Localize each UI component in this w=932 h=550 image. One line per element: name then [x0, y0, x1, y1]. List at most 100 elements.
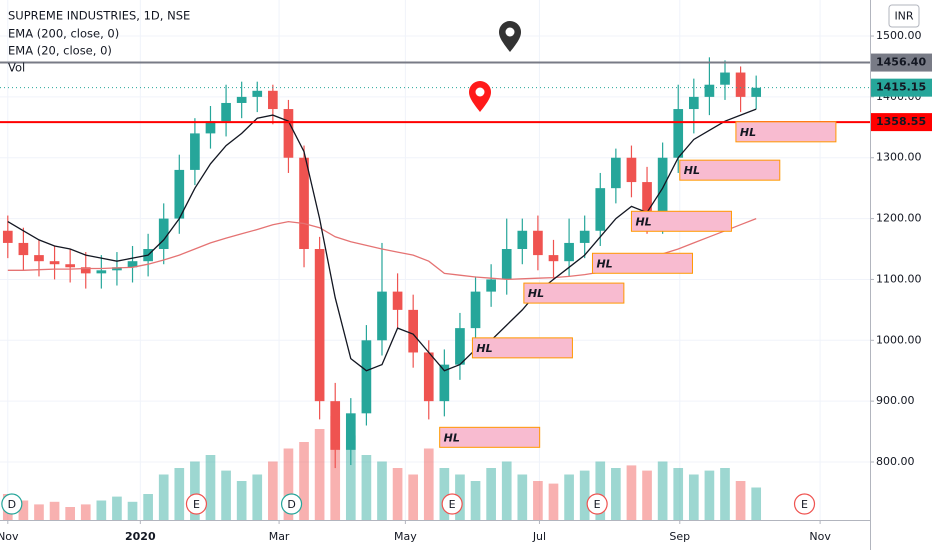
event-marker	[586, 493, 608, 515]
volume-bar	[595, 461, 606, 520]
candle-body	[611, 157, 621, 189]
legend-entry: Vol	[8, 61, 25, 75]
volume-bar	[345, 435, 356, 520]
event-marker	[185, 493, 208, 515]
candle-body	[236, 96, 247, 103]
currency-box[interactable]	[888, 4, 920, 28]
level-label-box	[871, 78, 932, 97]
candle-body	[49, 261, 60, 265]
volume-bar	[96, 500, 107, 520]
annotation-text: HL	[476, 342, 492, 355]
plot-area: HL HL HL HL HL HL HL	[0, 0, 870, 520]
candle-body	[2, 230, 13, 243]
candle-body	[158, 218, 169, 250]
level-label-box	[871, 53, 932, 72]
volume-bar	[268, 461, 278, 520]
candle-body	[564, 242, 574, 262]
candle-body	[314, 249, 325, 402]
volume-bar	[392, 468, 403, 520]
pin-icon	[499, 21, 521, 52]
volume-bar	[236, 481, 247, 520]
legend-entry: EMA (20, close, 0)	[8, 44, 112, 58]
candle-body	[299, 157, 309, 250]
volume-bar	[143, 494, 153, 520]
level-label: 1415.15	[876, 81, 926, 94]
candle-body	[720, 72, 730, 85]
volume-bar	[158, 474, 169, 520]
annotation-box	[471, 337, 573, 359]
x-tick-label: Nov	[0, 530, 19, 543]
volume-bar	[174, 468, 185, 520]
candle-body	[96, 270, 107, 274]
volume-bar	[112, 496, 122, 520]
candle-body	[688, 96, 699, 110]
volume-bar	[626, 465, 637, 520]
volume-bar	[205, 455, 216, 520]
candle-body	[18, 242, 29, 256]
volume-bar	[221, 470, 231, 520]
candle-body	[34, 255, 44, 262]
x-tick-label: May	[394, 530, 417, 543]
volume-bar	[642, 470, 652, 520]
volume-bar	[423, 448, 434, 520]
event-label: E	[801, 498, 808, 511]
candle-body	[65, 264, 75, 268]
candle-body	[112, 267, 122, 271]
y-tick-label: 1200.00	[876, 212, 922, 225]
event-marker	[441, 493, 463, 515]
volume-bar	[579, 470, 590, 520]
chart-title: SUPREME INDUSTRIES, 1D, NSE	[8, 9, 190, 23]
x-tick-label: Jul	[532, 530, 546, 543]
annotation-text: HL	[635, 215, 651, 228]
candle-body	[595, 188, 606, 231]
candle-body	[127, 261, 138, 268]
volume-bar	[377, 461, 387, 520]
candle-body	[345, 413, 356, 450]
annotation-box	[735, 121, 837, 143]
event-label: E	[193, 498, 200, 511]
candle-body	[626, 157, 637, 183]
candle-body	[533, 230, 543, 256]
volume-bar	[720, 468, 730, 520]
annotation-box	[523, 282, 625, 304]
event-label: E	[449, 498, 456, 511]
volume-bar	[735, 481, 746, 520]
event-label: E	[594, 498, 601, 511]
volume-bar	[501, 461, 512, 520]
x-tick-label: Mar	[269, 530, 290, 543]
volume-bar	[65, 507, 75, 520]
candle-body	[252, 90, 263, 97]
volume-bar	[657, 461, 668, 520]
volume-bar	[751, 487, 762, 520]
candle-body	[392, 291, 403, 310]
volume-bar	[533, 481, 543, 520]
volume-bar	[49, 501, 60, 520]
candle-body	[377, 291, 387, 341]
y-tick-label: 900.00	[876, 394, 915, 407]
candle-body	[751, 87, 762, 97]
x-tick-label: 2020	[125, 530, 156, 543]
event-marker	[1, 493, 23, 515]
annotation-box	[591, 252, 693, 274]
pin-icon	[469, 81, 491, 112]
event-marker	[280, 493, 303, 515]
candle-body	[486, 279, 496, 292]
candle-body	[268, 90, 278, 110]
candle-body	[80, 267, 91, 274]
candle-body	[439, 364, 450, 402]
candle-body	[470, 291, 481, 329]
candle-body	[408, 309, 419, 353]
volume-bar	[18, 500, 29, 520]
volume-bar	[190, 461, 200, 520]
annotation-box	[439, 426, 541, 448]
level-label: 1358.55	[876, 115, 926, 128]
volume-bar	[688, 474, 699, 520]
volume-bar	[283, 448, 294, 520]
candle-body	[704, 84, 715, 97]
candle-body	[174, 169, 185, 219]
candle-body	[735, 72, 746, 97]
volume-bar	[299, 442, 309, 520]
candle-body	[579, 230, 590, 243]
y-tick-label: 1300.00	[876, 151, 922, 164]
